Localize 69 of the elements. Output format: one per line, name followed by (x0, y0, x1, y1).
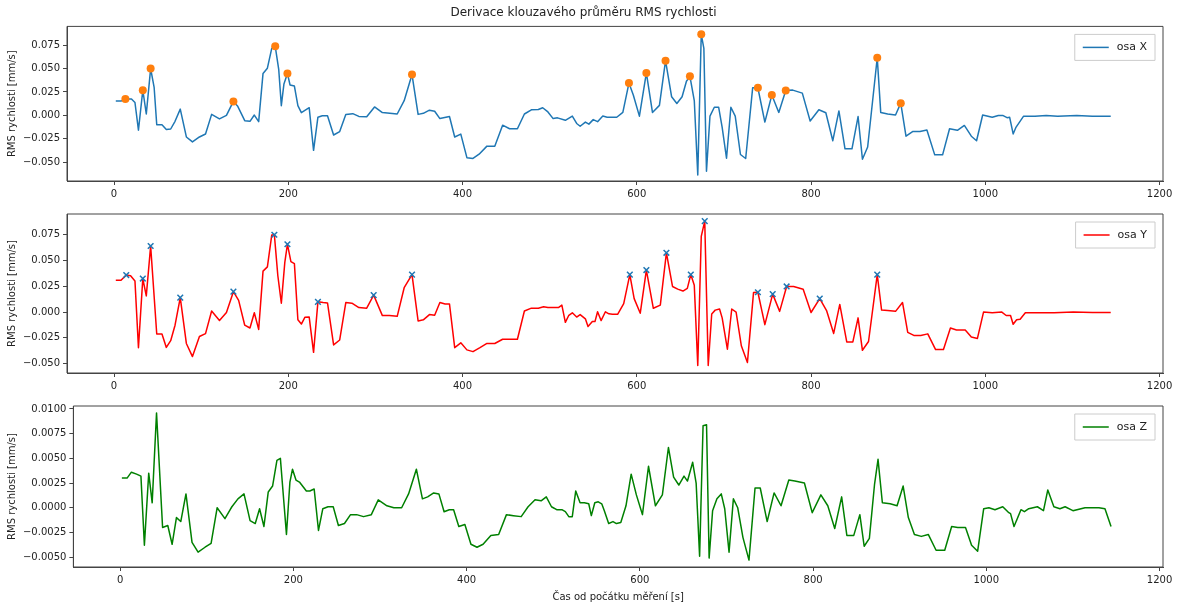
y-tick-label: −0.025 (22, 132, 61, 144)
y-tick-label: 0.025 (31, 279, 61, 291)
point (896, 99, 905, 108)
legend-label: osa Z (1116, 419, 1148, 433)
y-tick-label: 0.050 (31, 254, 61, 266)
point (661, 56, 670, 65)
y-tick-label: 0.075 (31, 38, 61, 50)
y-tick-label: −0.0025 (22, 526, 67, 538)
y-tick-label: 0.025 (31, 85, 61, 97)
y-tick-label: 0.075 (31, 228, 61, 240)
point (642, 68, 651, 77)
point (146, 64, 155, 73)
x-tick-label: 1000 (973, 573, 1000, 585)
x-tick-label: 400 (452, 187, 473, 199)
y-tick-label: 0.0050 (31, 451, 67, 463)
x-tick-label: 0 (110, 379, 118, 391)
x-tick-label: 400 (457, 573, 477, 585)
x-tick-label: 400 (452, 379, 473, 391)
y-tick-label: 0.050 (31, 62, 61, 74)
y-tick-label: 0.0000 (31, 501, 67, 513)
y-tick-label: 0.0100 (31, 402, 67, 414)
y-axis-title: RMS rychlosti [mm/s] (5, 50, 17, 158)
x-tick-label: 1200 (1146, 187, 1173, 199)
chart-title: Derivace klouzavého průměru RMS rychlosti (450, 5, 717, 20)
point (697, 30, 706, 39)
point (685, 72, 694, 81)
y-tick-label: −0.050 (22, 155, 61, 167)
point (873, 53, 882, 62)
x-tick-label: 600 (627, 379, 647, 391)
point (121, 95, 130, 104)
point (781, 86, 790, 95)
x-tick-label: 800 (801, 379, 821, 391)
y-tick-label: −0.025 (22, 331, 61, 343)
x-tick-label: 0 (116, 573, 124, 585)
y-tick-label: 0.0025 (31, 476, 67, 488)
point (138, 86, 147, 95)
y-axis-title: RMS rychlosti [mm/s] (5, 240, 17, 347)
point (271, 42, 280, 51)
x-tick-label: 200 (283, 573, 303, 585)
x-tick-label: 1000 (972, 187, 998, 199)
y-tick-label: 0.0075 (31, 427, 67, 439)
x-tick-label: 1200 (1146, 573, 1173, 585)
legend-label: osa X (1116, 40, 1148, 54)
x-tick-label: 0 (110, 187, 118, 199)
point (624, 79, 633, 88)
y-tick-label: 0.000 (31, 109, 61, 121)
point (753, 83, 762, 92)
x-axis-title: Čas od počátku měření [s] (552, 589, 684, 602)
point (147, 242, 155, 250)
point (314, 298, 322, 306)
x-tick-label: 800 (803, 573, 823, 585)
y-axis-title: RMS rychlosti [mm/s] (5, 433, 17, 540)
x-tick-label: 200 (278, 379, 298, 391)
y-tick-label: 0.000 (31, 305, 61, 317)
x-tick-label: 200 (278, 187, 298, 199)
x-tick-label: 600 (630, 573, 650, 585)
point (283, 69, 292, 78)
x-tick-label: 1000 (972, 379, 998, 391)
point (767, 90, 776, 99)
point (229, 288, 237, 296)
y-tick-label: −0.050 (22, 357, 61, 369)
legend-label: osa Y (1117, 227, 1148, 241)
x-tick-label: 800 (801, 187, 821, 199)
point (229, 97, 238, 106)
x-tick-label: 600 (627, 187, 647, 199)
y-tick-label: −0.0050 (22, 550, 67, 562)
x-tick-label: 1200 (1146, 379, 1173, 391)
point (408, 271, 416, 279)
point (408, 70, 417, 79)
